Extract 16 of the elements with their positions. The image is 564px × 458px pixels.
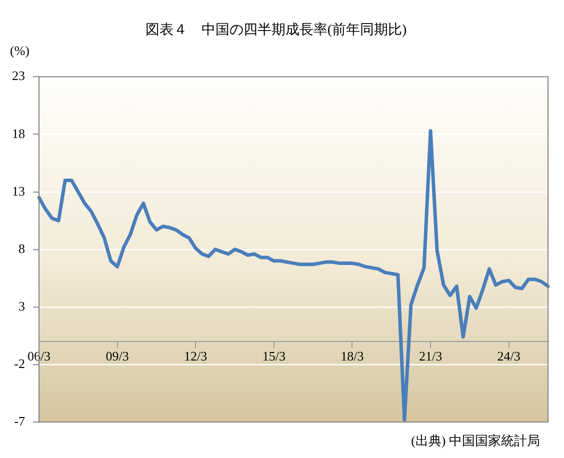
x-tick-label: 21/3 xyxy=(418,348,442,364)
text: (出典) 中国国家統計局 xyxy=(411,433,540,448)
y-axis-title: (%) xyxy=(10,42,30,58)
x-tick-label: 24/3 xyxy=(497,348,520,364)
x-tick-label: 09/3 xyxy=(106,348,129,364)
chart-title: 図表４ 中国の四半期成長率(前年同期比) xyxy=(145,22,407,38)
y-tick-label: 8 xyxy=(18,240,25,256)
x-tick-label: 12/3 xyxy=(184,348,208,364)
y-tick-label: -7 xyxy=(14,413,26,428)
y-tick-label: 23 xyxy=(12,68,25,84)
y-tick-label: -2 xyxy=(14,356,25,371)
y-tick-label: 18 xyxy=(12,126,25,141)
y-tick-label: 13 xyxy=(12,183,25,198)
x-tick-label: 18/3 xyxy=(340,348,364,364)
y-tick-label: 3 xyxy=(18,298,25,314)
x-tick-label: 15/3 xyxy=(262,348,286,364)
